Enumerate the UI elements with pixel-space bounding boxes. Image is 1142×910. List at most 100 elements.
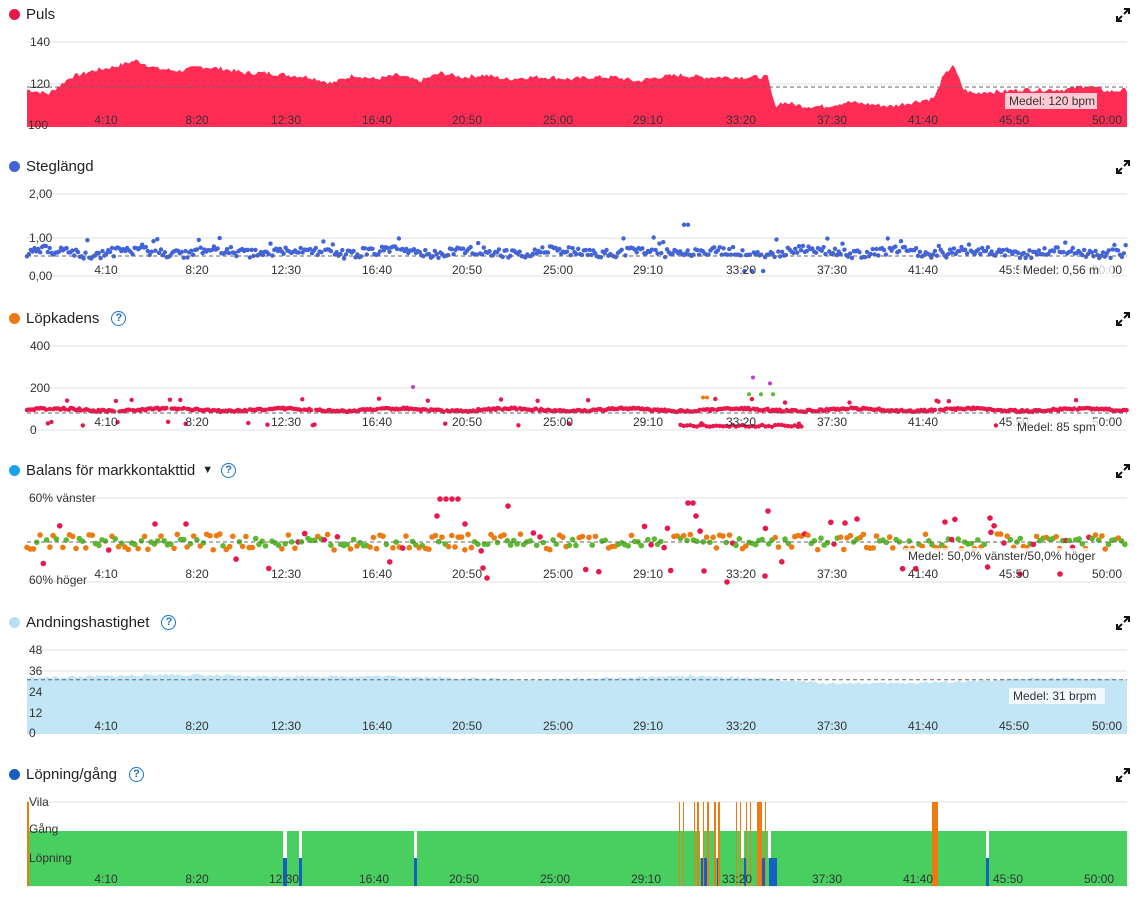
steg-point (847, 251, 853, 256)
kad-point (946, 399, 951, 404)
steg-point (387, 249, 392, 254)
lopkadens-panel: Löpkadens ? 400 200 0 4:10 8:20 12:30 16:40 20:… (0, 304, 1142, 454)
balans-point (181, 536, 187, 543)
steg-point (1025, 252, 1030, 258)
kad-point (697, 407, 702, 412)
steg-point (623, 253, 628, 258)
mean-label-bg (1013, 419, 1099, 435)
x-tick-label: 4:10 (94, 263, 118, 277)
steg-point (1061, 249, 1066, 255)
kad-point (165, 419, 171, 424)
balans-point (443, 496, 449, 502)
steg-point (107, 249, 113, 255)
steglangd-panel: Steglängd 2,00 1,00 0,00 4:10 8:20 12:30 16:40… (0, 152, 1142, 302)
kad-point (127, 407, 132, 412)
steg-point (198, 245, 203, 250)
balans-point (445, 543, 452, 550)
help-icon[interactable]: ? (128, 766, 144, 782)
steg-point (162, 250, 167, 255)
kad-point (265, 422, 270, 427)
lopning-title-row: Löpning/gång ? (9, 764, 144, 784)
steg-point (81, 256, 86, 261)
mean-label-bg (1019, 262, 1113, 278)
steg-point (898, 239, 904, 244)
steg-point (946, 251, 951, 257)
kad-point (584, 409, 589, 414)
balans-point (207, 532, 213, 539)
balans-point (703, 534, 710, 540)
expand-diagonal-icon[interactable] (1116, 160, 1130, 174)
balans-point (105, 547, 112, 553)
steg-point (1080, 252, 1085, 258)
expand-diagonal-icon[interactable] (1116, 312, 1130, 326)
steg-point (296, 250, 301, 255)
steg-point (1112, 242, 1117, 248)
steg-point (902, 244, 907, 250)
steg-point (985, 245, 991, 250)
vila-spike (679, 802, 680, 886)
help-icon[interactable]: ? (221, 462, 237, 478)
gang-band (27, 831, 1127, 886)
expand-diagonal-icon[interactable] (1116, 8, 1130, 22)
kad-point (183, 421, 188, 426)
balans-point (249, 544, 256, 551)
steg-point (434, 251, 439, 257)
steg-point (659, 250, 664, 256)
kad-point (129, 397, 134, 403)
balans-point (661, 544, 667, 551)
balans-point (285, 532, 292, 538)
balans-point (517, 531, 524, 537)
x-tick-label: 37:30 (817, 113, 847, 127)
balans-point (592, 533, 599, 540)
caret-down-icon[interactable]: ▼ (202, 464, 214, 476)
expand-diagonal-icon[interactable] (1116, 616, 1130, 630)
mean-label-bg (1005, 93, 1097, 109)
help-icon[interactable]: ? (161, 614, 177, 630)
balans-point (775, 544, 782, 550)
vila-spike (736, 802, 737, 886)
kad-outlier (768, 381, 772, 386)
kad-point (799, 424, 804, 429)
balans-point (79, 538, 86, 544)
x-tick-label: 20:50 (452, 719, 482, 733)
balans-point (772, 534, 778, 541)
puls-area (27, 59, 1127, 128)
andning-chart: 48 36 24 12 0 4:10 8:20 12:30 16:40 20:50 25:00 29:… (27, 643, 1127, 740)
expand-diagonal-icon[interactable] (1116, 768, 1130, 782)
balans-point (141, 533, 148, 540)
steg-point (819, 248, 824, 253)
kad-point (423, 407, 429, 412)
steg-point (863, 255, 868, 260)
steg-point (1108, 255, 1113, 261)
steg-point (377, 249, 383, 254)
x-tick-label: 50:00 (1092, 567, 1122, 581)
steg-point (712, 245, 717, 250)
kad-point (932, 407, 938, 413)
help-icon[interactable]: ? (111, 310, 127, 326)
steg-point (685, 222, 691, 227)
lopkadens-title-row: Löpkadens ? (9, 308, 127, 328)
steg-point (989, 249, 994, 254)
steg-point (476, 240, 481, 246)
steg-point (83, 250, 88, 255)
andning-title: Andningshastighet (26, 613, 150, 631)
y-tick-label: 400 (30, 339, 50, 353)
balans-point (651, 536, 658, 542)
steg-point (149, 249, 154, 254)
expand-diagonal-icon[interactable] (1116, 464, 1130, 478)
steg-point (394, 246, 400, 252)
x-tick-label: 12:30 (271, 567, 301, 581)
steg-point (247, 255, 252, 260)
kad-point (298, 407, 303, 413)
steg-point (145, 248, 150, 254)
balans-point (1076, 536, 1082, 542)
vila-spike (740, 802, 741, 886)
balans-point (919, 543, 925, 550)
balans-point (434, 513, 440, 519)
steg-point (143, 244, 149, 250)
lopning-segment (769, 858, 777, 886)
kad-outlier (751, 375, 755, 380)
steg-point (340, 247, 345, 253)
balans-point (47, 544, 53, 550)
balans-point (818, 535, 824, 541)
